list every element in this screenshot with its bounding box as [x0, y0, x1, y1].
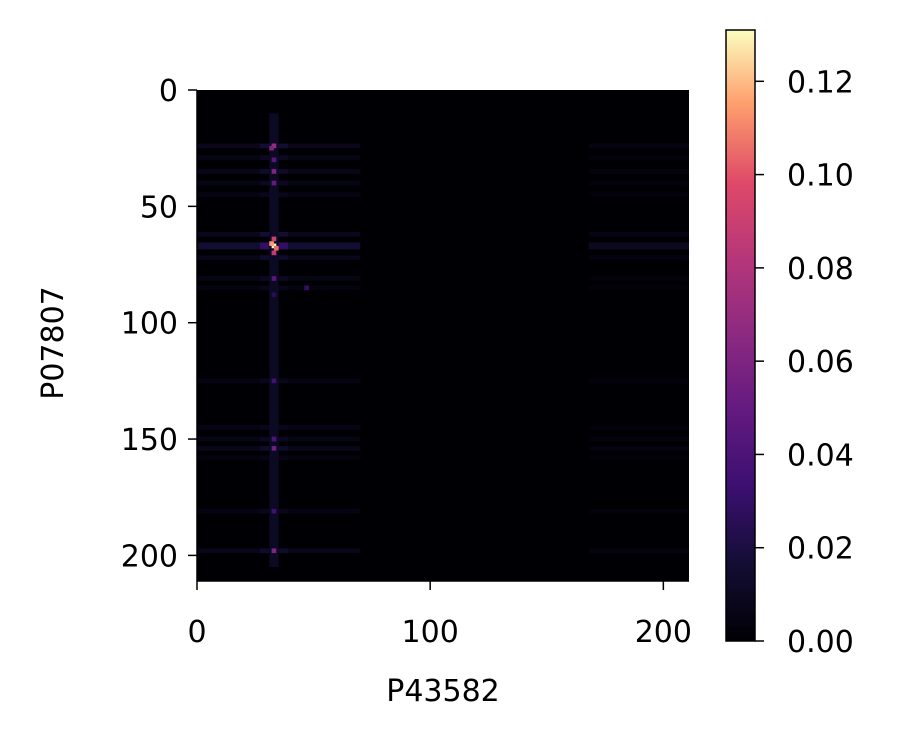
- y-tick-label: 50: [140, 190, 178, 225]
- y-axis-ticks: 0 50 100 150 200: [121, 74, 197, 574]
- y-axis-label: P07807: [36, 286, 71, 400]
- heatmap-cell: [588, 255, 689, 260]
- heatmap-cell: [588, 508, 689, 514]
- colorbar-tick-label: 0.02: [787, 532, 854, 567]
- heatmap-peak-cell: [269, 145, 274, 151]
- y-tick-label: 100: [121, 307, 178, 342]
- heatmap-peak-cell: [271, 157, 277, 163]
- heatmap-peak-cell: [271, 436, 277, 442]
- heatmap-peak-cell: [271, 276, 277, 281]
- heatmap-peak-cell: [271, 378, 277, 384]
- heatmap-peak-cell: [271, 508, 277, 514]
- colorbar-tick-label: 0.04: [787, 438, 854, 473]
- heatmap-cell: [588, 285, 689, 291]
- heatmap-cell: [588, 155, 689, 160]
- x-axis-ticks: 0 100 200: [187, 581, 692, 650]
- colorbar-ticks: 0.00 0.02 0.04 0.06 0.08 0.10 0.12: [755, 65, 854, 660]
- x-axis-label: P43582: [386, 674, 500, 709]
- heatmap-peak-cell: [271, 169, 277, 174]
- colorbar-tick-label: 0.12: [787, 65, 854, 100]
- x-tick-label: 200: [635, 615, 692, 650]
- heatmap-peak-cell: [271, 548, 277, 554]
- heatmap-peak-cell: [271, 236, 277, 242]
- heatmap-cell: [588, 180, 689, 186]
- heatmap-peak-cell: [271, 250, 277, 256]
- heatmap-peak-cell: [269, 241, 274, 246]
- heatmap-peak-cell: [271, 446, 277, 451]
- heatmap-cells: [197, 113, 689, 568]
- y-tick-label: 200: [121, 539, 178, 574]
- colorbar-tick-label: 0.10: [787, 159, 854, 194]
- heatmap-cell: [588, 455, 689, 460]
- heatmap-cell: [588, 242, 689, 250]
- heatmap-cell: [588, 169, 689, 174]
- heatmap-cell: [588, 192, 689, 198]
- y-tick-label: 150: [121, 423, 178, 458]
- x-tick-label: 0: [187, 615, 206, 650]
- heatmap-cell: [588, 446, 689, 451]
- heatmap-peak-cell: [271, 180, 277, 186]
- heatmap-cell: [588, 143, 689, 149]
- heatmap-column-band: [269, 113, 279, 568]
- colorbar-tick-label: 0.00: [787, 625, 854, 660]
- heatmap-cell: [588, 425, 689, 430]
- y-tick-label: 0: [159, 74, 178, 109]
- heatmap-cell: [588, 436, 689, 442]
- colorbar: 0.00 0.02 0.04 0.06 0.08 0.10 0.12: [725, 29, 854, 660]
- heatmap-peak-cell: [271, 292, 277, 298]
- colorbar-tick-label: 0.06: [787, 345, 854, 380]
- colorbar-tick-label: 0.08: [787, 252, 854, 287]
- heatmap-plot-area: [197, 90, 689, 581]
- heatmap-cell: [588, 231, 689, 237]
- heatmap-cell: [588, 548, 689, 554]
- heatmap-cell: [588, 276, 689, 281]
- x-tick-label: 100: [402, 615, 459, 650]
- heatmap-cell: [588, 378, 689, 384]
- heatmap-peak-cell: [273, 245, 279, 251]
- heatmap-peak-cell: [304, 285, 309, 291]
- colorbar-gradient: [725, 29, 756, 642]
